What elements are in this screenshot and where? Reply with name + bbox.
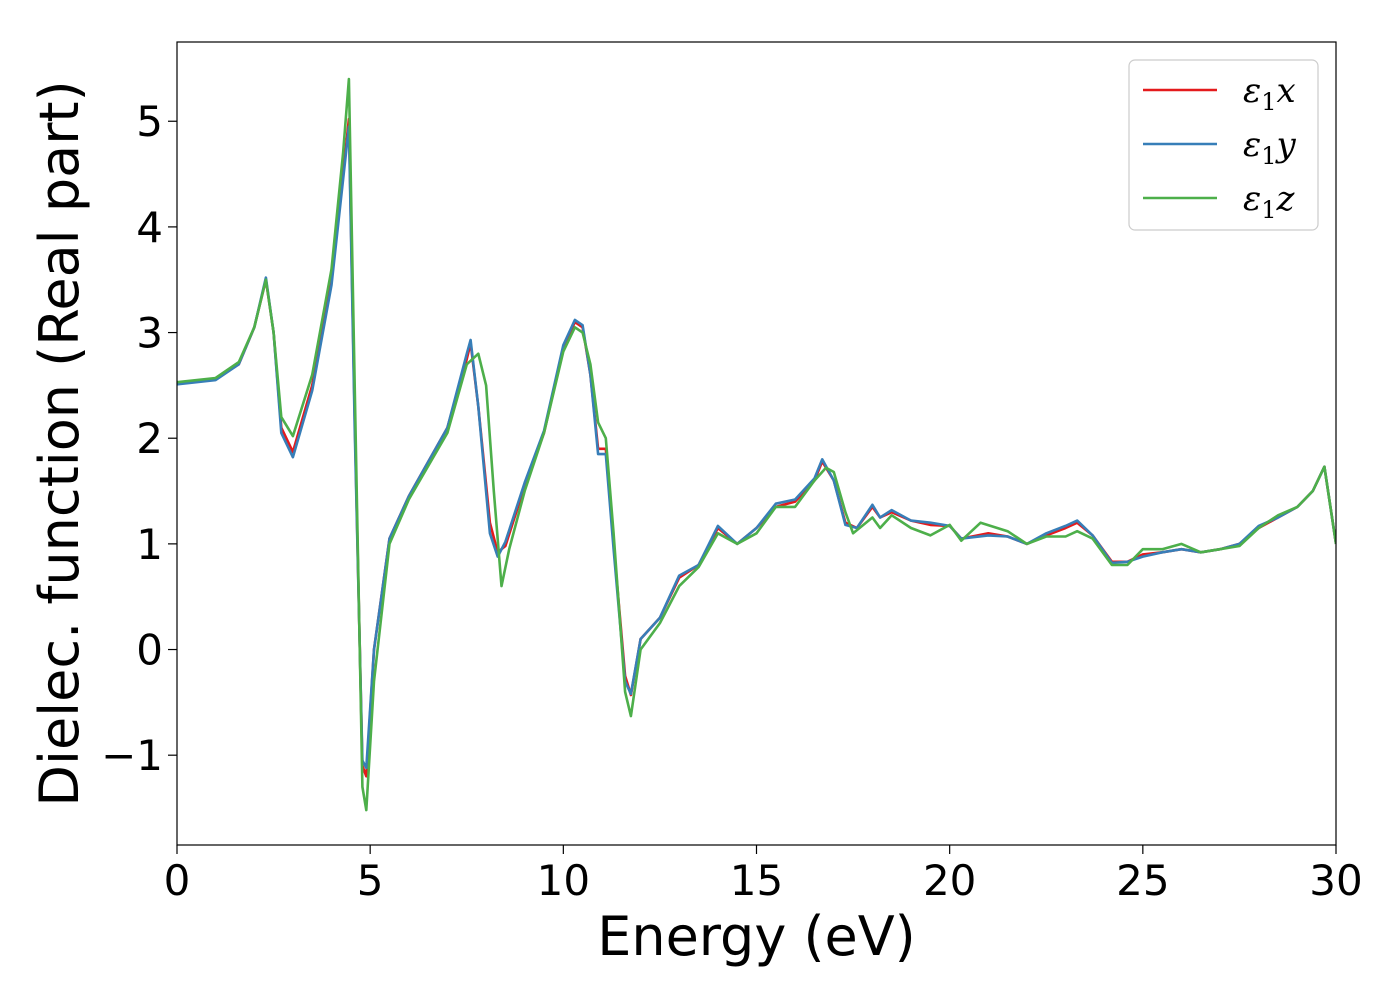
x-tick-label: 0 [164, 856, 191, 905]
legend-box [1128, 59, 1319, 231]
legend-label-z: ε1z [1243, 179, 1296, 224]
series-layer [177, 77, 1336, 812]
legend: ε1x ε1y ε1z [1128, 59, 1319, 231]
x-tick-label: 10 [537, 856, 590, 905]
y-tick-label: 4 [136, 203, 163, 252]
y-tick-label: 0 [136, 626, 163, 675]
legend-label-y: ε1y [1243, 125, 1297, 170]
y-axis-title: Dielec. function (Real part) [28, 80, 91, 806]
y-axis: −1 0 1 2 3 4 5 [101, 97, 177, 780]
y-tick-label: 1 [136, 520, 163, 569]
y-tick-label: −1 [101, 731, 163, 780]
y-tick-label: 2 [136, 414, 163, 463]
x-tick-label: 15 [730, 856, 783, 905]
x-tick-label: 25 [1116, 856, 1169, 905]
series-line-z [177, 77, 1336, 812]
x-tick-label: 30 [1309, 856, 1362, 905]
x-tick-label: 5 [357, 856, 384, 905]
legend-label-x: ε1x [1243, 71, 1296, 116]
x-axis-title: Energy (eV) [597, 905, 916, 968]
y-tick-label: 5 [136, 97, 163, 146]
x-tick-label: 20 [923, 856, 976, 905]
x-axis: 0 5 10 15 20 25 30 [164, 845, 1363, 905]
y-tick-label: 3 [136, 309, 163, 358]
